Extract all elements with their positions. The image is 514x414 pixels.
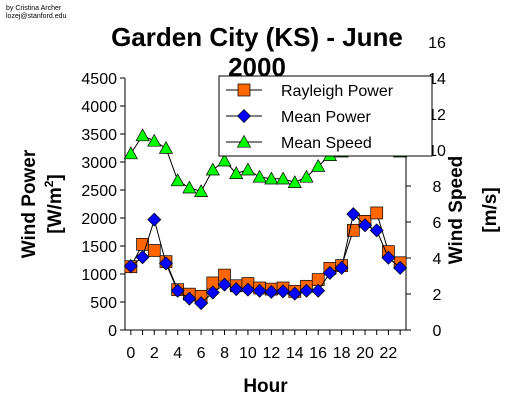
y-right-axis-unit: [m/s] (480, 187, 501, 232)
legend-label: Mean Power (281, 109, 371, 126)
data-point (252, 169, 267, 183)
y-left-tick-label: 1000 (81, 267, 117, 284)
data-point (170, 283, 185, 298)
data-point (123, 259, 138, 274)
x-tick-label: 14 (286, 345, 304, 362)
data-point (276, 284, 291, 299)
y-left-tick-label: 0 (108, 323, 117, 340)
data-point (194, 296, 209, 311)
data-point (135, 128, 150, 142)
y-right-tick-label: 10 (428, 143, 446, 160)
data-point (205, 162, 220, 176)
credit-email: lozej@stanford.edu (6, 13, 67, 20)
y-left-tick-label: 2500 (81, 183, 117, 200)
x-tick-label: 2 (150, 345, 159, 362)
data-point (369, 223, 384, 238)
data-point (229, 166, 244, 179)
y-right-axis-label-group: Wind Speed [m/s] (446, 156, 501, 265)
data-point (182, 291, 197, 306)
data-point (229, 282, 244, 297)
chart-title: Garden City (KS) - June (111, 22, 403, 52)
x-axis-label: Hour (243, 376, 288, 397)
y-left-axis-label-group: Wind Power [W/m2] (19, 149, 66, 258)
y-right-tick-label: 2 (433, 287, 442, 304)
data-point (240, 282, 255, 297)
legend-label: Mean Speed (281, 135, 372, 152)
x-tick-label: 4 (173, 345, 182, 362)
x-tick-label: 6 (197, 345, 206, 362)
data-point (287, 286, 302, 301)
y-right-tick-label: 12 (428, 107, 446, 124)
legend-marker (237, 109, 251, 123)
y-left-axis-label: Wind Power (19, 149, 40, 258)
y-left-tick-label: 4500 (81, 71, 117, 88)
data-point (370, 206, 384, 220)
legend-label: Rayleigh Power (281, 83, 394, 100)
x-tick-label: 12 (262, 345, 280, 362)
data-point (135, 250, 150, 265)
data-point (205, 285, 220, 300)
x-tick-label: 22 (380, 345, 398, 362)
data-point (158, 256, 173, 271)
data-point (287, 175, 302, 188)
series-mean-power (123, 207, 408, 311)
legend-marker (236, 134, 252, 148)
legend: Rayleigh Power Mean Power Mean Speed (218, 75, 433, 157)
data-point (264, 171, 279, 185)
data-point (299, 169, 314, 183)
data-point (147, 212, 162, 227)
y-left-axis-unit: [W/m2] (42, 174, 66, 233)
y-right-tick-label: 16 (428, 35, 446, 52)
y-left-unit-post: ] (45, 174, 66, 180)
data-point (170, 173, 185, 187)
data-point (381, 250, 396, 265)
y-left-tick-label: 3500 (81, 127, 117, 144)
data-point (147, 244, 161, 257)
y-right-axis-label: Wind Speed (446, 156, 467, 265)
x-tick-label: 0 (126, 345, 135, 362)
data-point (240, 162, 256, 176)
data-point (299, 283, 314, 298)
data-point (194, 184, 209, 197)
x-tick-label: 8 (220, 345, 229, 362)
y-left-tick-label: 500 (90, 295, 117, 312)
data-point (252, 283, 267, 298)
y-left-unit-sup: 2 (42, 180, 56, 187)
credit-author: by Cristina Archer (6, 5, 62, 12)
y-right-tick-label: 6 (433, 215, 442, 232)
data-point (322, 265, 337, 280)
data-point (275, 171, 291, 185)
data-point (334, 260, 349, 275)
data-point (264, 284, 279, 299)
data-point (182, 180, 197, 194)
data-point (158, 140, 174, 154)
data-point (217, 277, 232, 292)
y-right-tick-label: 14 (428, 71, 446, 88)
y-left-tick-label: 2000 (81, 211, 117, 228)
x-tick-label: 18 (333, 345, 351, 362)
legend-marker (237, 83, 251, 97)
data-point (123, 146, 138, 160)
data-point (311, 158, 326, 172)
x-tick-label: 10 (239, 345, 257, 362)
data-point (358, 218, 373, 233)
x-tick-label: 16 (309, 345, 327, 362)
data-point (346, 207, 361, 222)
data-point (217, 153, 232, 167)
data-point (393, 260, 408, 275)
y-left-unit-pre: [W/m (45, 187, 66, 233)
y-left-tick-label: 3000 (81, 155, 117, 172)
y-right-tick-label: 4 (433, 251, 442, 268)
y-right-tick-label: 8 (433, 179, 442, 196)
y-left-tick-label: 4000 (81, 99, 117, 116)
x-tick-label: 20 (356, 345, 374, 362)
y-right-tick-label: 0 (433, 323, 442, 340)
data-point (147, 133, 162, 147)
data-point (311, 283, 326, 298)
y-left-tick-label: 1500 (81, 239, 117, 256)
